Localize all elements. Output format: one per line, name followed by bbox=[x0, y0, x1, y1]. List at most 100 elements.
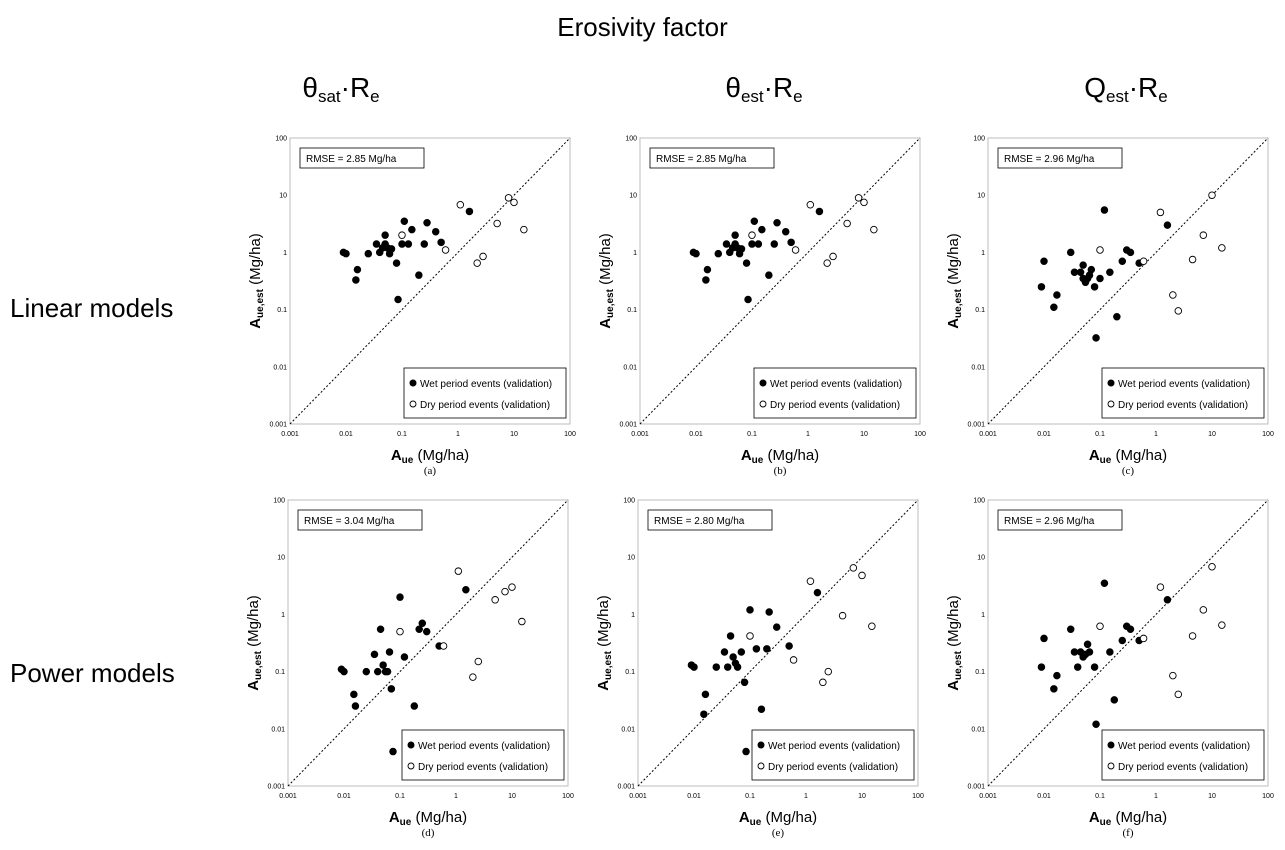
column-title-theta-sat: θsat·Re bbox=[302, 72, 380, 106]
wet-event-point bbox=[1092, 334, 1100, 342]
y-tick-label: 0.001 bbox=[619, 422, 637, 429]
wet-event-point bbox=[415, 271, 423, 279]
panel-caption: (e) bbox=[772, 827, 785, 839]
dry-event-point bbox=[806, 577, 815, 585]
y-tick-label: 1 bbox=[633, 250, 637, 257]
wet-event-point bbox=[408, 225, 416, 234]
dry-event-point bbox=[479, 252, 487, 261]
wet-event-point bbox=[700, 710, 708, 718]
wet-event-point bbox=[1079, 261, 1087, 269]
wet-event-point bbox=[763, 645, 771, 653]
legend-box bbox=[751, 729, 915, 781]
dry-event-point bbox=[791, 246, 800, 254]
wet-event-point bbox=[1037, 283, 1046, 291]
rmse-label: RMSE = 3.04 Mg/ha bbox=[304, 516, 395, 527]
wet-event-point bbox=[742, 747, 750, 756]
one-to-one-line bbox=[987, 499, 1269, 787]
wet-event-point bbox=[714, 249, 723, 258]
y-tick-label: 100 bbox=[625, 136, 637, 143]
scatter-panel-c: 0.001 0.001 0.01 0.01 0.1 0.1 1 1 10 10 100 100 Aue … bbox=[945, 136, 1274, 478]
one-to-one-line bbox=[637, 499, 919, 787]
x-tick-label: 100 bbox=[1262, 793, 1274, 800]
wet-event-point bbox=[1163, 596, 1172, 604]
y-axis-title: Aue,est (Mg/ha) bbox=[247, 233, 266, 329]
x-tick-label: 0.001 bbox=[279, 793, 297, 800]
y-tick-label: 10 bbox=[977, 555, 985, 562]
wet-event-point bbox=[1100, 579, 1109, 588]
wet-event-point bbox=[1106, 268, 1114, 276]
x-tick-label: 0.001 bbox=[629, 793, 647, 800]
one-to-one-line bbox=[287, 499, 569, 787]
rmse-label: RMSE = 2.85 Mg/ha bbox=[306, 154, 397, 165]
y-tick-label: 1 bbox=[631, 612, 635, 619]
plot-area bbox=[987, 137, 1269, 425]
legend-wet-marker bbox=[757, 741, 765, 749]
wet-event-point bbox=[723, 663, 732, 671]
x-axis-title: Aue (Mg/ha) bbox=[741, 447, 819, 466]
wet-event-point bbox=[422, 627, 431, 636]
wet-event-point bbox=[351, 702, 360, 710]
wet-event-point bbox=[765, 271, 773, 279]
x-tick-label: 10 bbox=[510, 431, 518, 438]
rmse-label: RMSE = 2.85 Mg/ha bbox=[656, 154, 747, 165]
dry-event-point bbox=[823, 259, 831, 267]
wet-event-point bbox=[1037, 663, 1046, 671]
wet-event-point bbox=[740, 678, 749, 687]
dry-event-point bbox=[1169, 671, 1177, 680]
x-axis-title: Aue (Mg/ha) bbox=[1089, 447, 1167, 466]
wet-event-point bbox=[1126, 248, 1135, 257]
dry-event-point bbox=[1139, 634, 1148, 643]
wet-event-point bbox=[396, 593, 404, 601]
dry-event-point bbox=[748, 231, 756, 239]
x-tick-label: 0.01 bbox=[1037, 431, 1051, 438]
wet-event-point bbox=[731, 231, 739, 239]
wet-event-point bbox=[353, 265, 362, 274]
legend-box bbox=[753, 367, 917, 419]
wet-event-point bbox=[1076, 268, 1085, 276]
wet-event-point bbox=[1113, 312, 1121, 321]
x-tick-label: 10 bbox=[860, 431, 868, 438]
x-tick-label: 0.01 bbox=[1037, 793, 1051, 800]
legend-dry-label: Dry period events (validation) bbox=[418, 762, 548, 773]
row-title-power: Power models bbox=[10, 658, 175, 688]
plot-area bbox=[287, 499, 569, 787]
legend-box bbox=[403, 367, 567, 419]
dry-event-point bbox=[1208, 191, 1216, 199]
plot-area bbox=[639, 137, 921, 425]
x-tick-label: 0.1 bbox=[747, 431, 757, 438]
legend-dry-label: Dry period events (validation) bbox=[1118, 762, 1248, 773]
wet-event-point bbox=[742, 259, 751, 267]
legend-wet-label: Wet period events (validation) bbox=[1118, 379, 1250, 390]
y-tick-label: 100 bbox=[973, 136, 985, 143]
x-tick-label: 10 bbox=[858, 793, 866, 800]
legend-dry-label: Dry period events (validation) bbox=[770, 400, 900, 411]
wet-event-point bbox=[423, 218, 431, 227]
wet-event-point bbox=[379, 661, 387, 669]
wet-event-point bbox=[758, 225, 766, 234]
wet-event-point bbox=[340, 667, 348, 676]
rmse-label: RMSE = 2.80 Mg/ha bbox=[654, 516, 745, 527]
dry-event-point bbox=[1156, 208, 1165, 217]
wet-event-point bbox=[372, 240, 381, 248]
wet-event-point bbox=[385, 648, 394, 656]
wet-event-point bbox=[1110, 696, 1119, 704]
dry-event-point bbox=[1199, 231, 1208, 239]
dry-event-point bbox=[469, 673, 477, 681]
y-tick-label: 100 bbox=[973, 498, 985, 505]
dry-event-point bbox=[441, 246, 450, 254]
x-tick-label: 0.1 bbox=[1095, 431, 1105, 438]
wet-event-point bbox=[1126, 625, 1135, 634]
x-tick-label: 100 bbox=[562, 793, 574, 800]
y-tick-label: 0.01 bbox=[621, 726, 635, 733]
y-tick-label: 0.01 bbox=[971, 726, 985, 733]
wet-event-point bbox=[1096, 274, 1104, 283]
one-to-one-line bbox=[289, 137, 571, 425]
figure-header: Erosivity factor bbox=[557, 12, 728, 42]
wet-event-point bbox=[815, 207, 824, 216]
dry-event-point bbox=[456, 201, 465, 209]
wet-event-point bbox=[400, 653, 409, 661]
wet-event-point bbox=[387, 245, 396, 253]
x-tick-label: 1 bbox=[804, 793, 808, 800]
x-tick-label: 100 bbox=[1262, 431, 1274, 438]
wet-event-point bbox=[410, 702, 419, 710]
